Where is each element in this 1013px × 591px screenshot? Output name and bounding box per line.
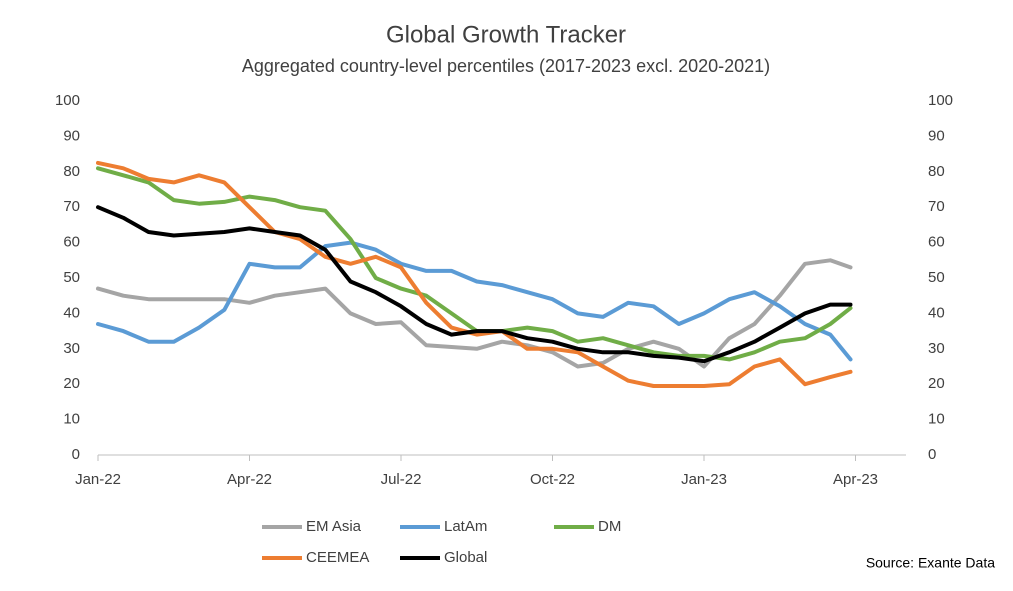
x-tick-label: Jan-22	[75, 471, 121, 488]
y-tick-label: 100	[55, 92, 80, 109]
y2-tick-label: 80	[928, 163, 945, 180]
chart-title: Global Growth Tracker	[386, 21, 626, 48]
y2-tick-label: 10	[928, 411, 945, 428]
legend-label: Global	[444, 549, 487, 566]
y-tick-label: 70	[63, 198, 80, 215]
legend-label: DM	[598, 518, 621, 535]
series-line	[96, 258, 853, 369]
legend-label: LatAm	[444, 518, 487, 535]
y2-tick-label: 70	[928, 198, 945, 215]
y-tick-label: 10	[63, 411, 80, 428]
y2-tick-label: 60	[928, 234, 945, 251]
y-tick-label: 50	[63, 269, 80, 286]
y-tick-label: 60	[63, 234, 80, 251]
legend-label: EM Asia	[306, 518, 362, 535]
chart-subtitle: Aggregated country-level percentiles (20…	[242, 56, 770, 76]
y2-tick-label: 0	[928, 446, 936, 463]
y2-tick-label: 100	[928, 92, 953, 109]
x-tick-label: Jan-23	[681, 471, 727, 488]
y-tick-label: 20	[63, 375, 80, 392]
y2-tick-label: 50	[928, 269, 945, 286]
y-tick-label: 30	[63, 340, 80, 357]
y2-tick-label: 90	[928, 127, 945, 144]
y2-tick-label: 20	[928, 375, 945, 392]
y-tick-label: 80	[63, 163, 80, 180]
y2-tick-label: 30	[928, 340, 945, 357]
y-tick-label: 90	[63, 127, 80, 144]
source-note: Source: Exante Data	[866, 555, 995, 571]
x-tick-label: Jul-22	[381, 471, 422, 488]
x-tick-label: Oct-22	[530, 471, 575, 488]
y-tick-label: 0	[72, 446, 80, 463]
series-line	[96, 160, 853, 388]
series-line	[96, 205, 853, 364]
legend-label: CEEMEA	[306, 549, 369, 566]
y2-tick-label: 40	[928, 304, 945, 321]
y-tick-label: 40	[63, 304, 80, 321]
x-tick-label: Apr-22	[227, 471, 272, 488]
series-line	[96, 240, 853, 362]
x-tick-label: Apr-23	[833, 471, 878, 488]
